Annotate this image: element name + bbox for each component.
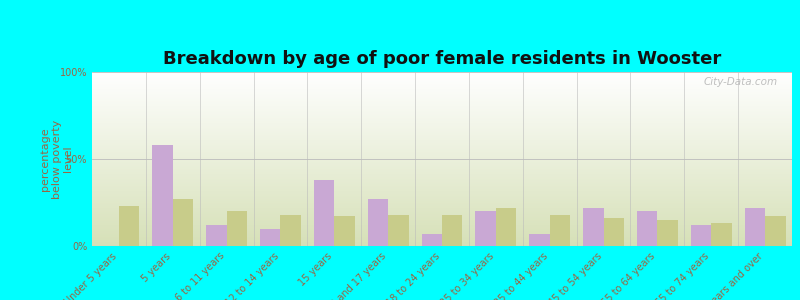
Bar (442, 215, 462, 246)
Bar (206, 225, 226, 246)
Bar (314, 180, 334, 246)
Bar (388, 215, 409, 246)
Bar (711, 224, 732, 246)
Bar (368, 199, 388, 246)
Bar (550, 215, 570, 246)
Title: Breakdown by age of poor female residents in Wooster: Breakdown by age of poor female resident… (163, 50, 721, 68)
Bar (658, 220, 678, 246)
Bar (422, 234, 442, 246)
Y-axis label: percentage
below poverty
level: percentage below poverty level (40, 119, 74, 199)
Bar (334, 216, 354, 246)
Bar (119, 206, 139, 246)
Text: City-Data.com: City-Data.com (704, 77, 778, 87)
Bar (475, 211, 496, 246)
Bar (690, 225, 711, 246)
Bar (745, 208, 765, 246)
Bar (152, 145, 173, 246)
Bar (260, 229, 281, 246)
Bar (765, 216, 786, 246)
Bar (281, 215, 301, 246)
Bar (637, 211, 658, 246)
Bar (583, 208, 603, 246)
Bar (173, 199, 194, 246)
Bar (226, 211, 247, 246)
Bar (603, 218, 624, 246)
Bar (530, 234, 550, 246)
Bar (496, 208, 516, 246)
